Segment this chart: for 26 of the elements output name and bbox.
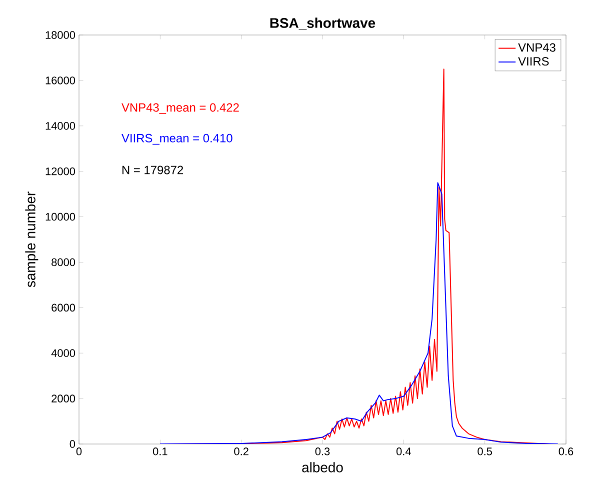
x-axis-title: albedo [302, 462, 343, 472]
y-tick-label: 8000 [52, 258, 76, 266]
x-tick-label: 0.5 [478, 448, 492, 456]
y-tick-label: 18000 [46, 31, 76, 39]
legend-label: VNP43 [518, 43, 556, 52]
y-tick-label: 12000 [46, 167, 76, 176]
y-tick-label: 6000 [52, 304, 76, 312]
x-tick-label: 0.3 [315, 448, 330, 456]
legend-label: VIIRS [518, 57, 549, 66]
x-tick-label: 0.6 [558, 448, 574, 456]
annotation: VIIRS_mean = 0.410 [122, 134, 232, 145]
x-tick-label: 0.4 [396, 448, 411, 456]
y-tick-label: 14000 [46, 122, 76, 130]
y-axis-title: sample number [25, 192, 38, 288]
annotation: VNP43_mean = 0.422 [122, 103, 239, 114]
y-tick-label: 2000 [52, 394, 76, 402]
x-tick-label: 0.2 [234, 448, 248, 456]
x-tick-label: 0.1 [152, 448, 168, 456]
y-tick-label: 16000 [46, 76, 76, 84]
chart-title: BSA_shortwave [270, 18, 376, 30]
line-series [160, 182, 558, 444]
y-tick-label: 10000 [46, 212, 76, 221]
x-tick-label: 0 [76, 448, 82, 456]
y-tick-label: 0 [70, 440, 76, 448]
y-tick-label: 4000 [51, 349, 76, 357]
annotation: N = 179872 [122, 166, 184, 174]
